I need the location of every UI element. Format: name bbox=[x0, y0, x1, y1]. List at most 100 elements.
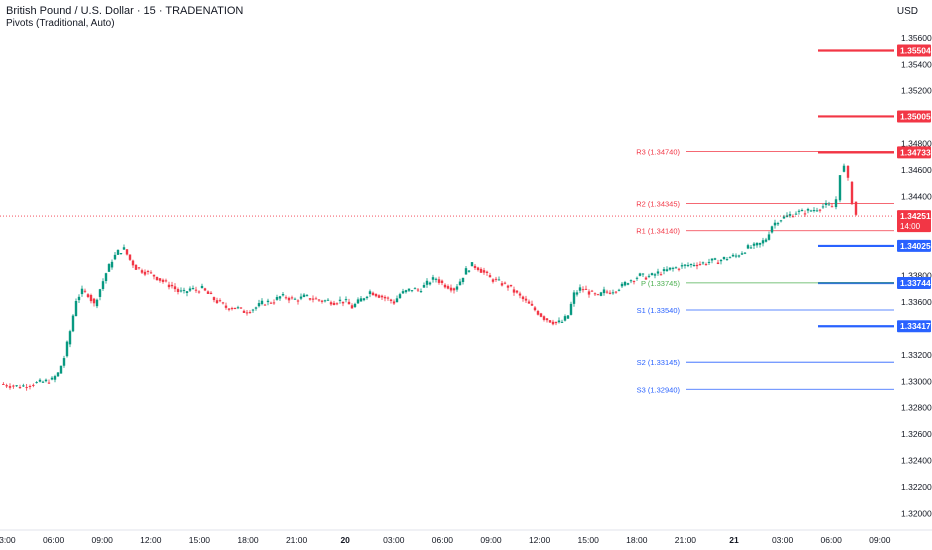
candle-body bbox=[770, 226, 774, 233]
price-label-text: 1.34025 bbox=[900, 241, 931, 251]
price-tick-label: 1.33800 bbox=[901, 271, 932, 281]
candle-body bbox=[179, 290, 183, 292]
candle-body bbox=[611, 292, 615, 294]
candle-body bbox=[35, 382, 38, 384]
candle-body bbox=[59, 365, 63, 374]
candle-body bbox=[359, 298, 363, 302]
candle-body bbox=[458, 281, 462, 286]
candle-body bbox=[167, 284, 171, 288]
pivot-label: S2 (1.33145) bbox=[637, 358, 681, 367]
candle-body bbox=[65, 341, 69, 357]
candle-body bbox=[838, 175, 842, 201]
candle-body bbox=[605, 291, 609, 293]
candle-body bbox=[344, 299, 348, 301]
candle-body bbox=[557, 320, 561, 323]
time-tick-label: 09:00 bbox=[480, 535, 502, 545]
candle-body bbox=[524, 298, 528, 301]
candle-body bbox=[401, 291, 405, 294]
candle-body bbox=[791, 216, 795, 218]
candle-body bbox=[248, 312, 252, 314]
candle-body bbox=[44, 379, 48, 382]
price-label-box bbox=[897, 320, 931, 333]
price-axis[interactable]: 1.35600 1.35400 1.35200 1.34800 1.34600 1.344… bbox=[894, 0, 932, 550]
candle-body bbox=[671, 267, 675, 269]
price-label-box bbox=[897, 210, 931, 233]
candle-body bbox=[245, 312, 249, 314]
candle-body bbox=[710, 258, 714, 261]
indicator-legend[interactable]: Pivots (Traditional, Auto) bbox=[6, 18, 115, 29]
candle-body bbox=[71, 315, 75, 332]
candle-body bbox=[563, 316, 567, 321]
candle-body bbox=[554, 321, 558, 324]
candle-body bbox=[28, 385, 32, 387]
candle-body bbox=[125, 249, 129, 255]
pivot-label: S3 (1.32940) bbox=[637, 385, 681, 394]
candle-body bbox=[362, 298, 366, 301]
candle-body bbox=[227, 308, 231, 310]
candle-body bbox=[371, 292, 375, 296]
currency-label[interactable]: USD bbox=[896, 6, 918, 17]
candle-body bbox=[254, 307, 258, 309]
candle-body bbox=[575, 292, 579, 295]
candle-body bbox=[15, 385, 18, 387]
candle-body bbox=[107, 264, 111, 272]
candle-body bbox=[761, 240, 765, 244]
candle-body bbox=[257, 303, 261, 307]
candle-body bbox=[335, 303, 339, 305]
candle-body bbox=[437, 279, 441, 283]
candle-body bbox=[2, 383, 5, 385]
candle-body bbox=[155, 276, 159, 281]
pivot-lines: R3 (1.34740) R2 (1.34345) R1 (1.34140) P (1… bbox=[636, 147, 894, 394]
candle-body bbox=[104, 273, 108, 282]
time-tick-label: 12:00 bbox=[529, 535, 551, 545]
time-axis[interactable]: 03:00 06:00 09:00 12:00 15:00 18:00 21:00 20 03:… bbox=[0, 529, 932, 550]
price-tick-label: 1.34600 bbox=[901, 165, 932, 175]
candle-body bbox=[203, 288, 207, 291]
price-label-box bbox=[897, 239, 931, 252]
candle-body bbox=[698, 264, 702, 266]
candle-body bbox=[449, 287, 453, 291]
candle-body bbox=[323, 300, 327, 302]
candle-body bbox=[68, 331, 72, 345]
candle-body bbox=[749, 247, 753, 249]
candle-body bbox=[386, 297, 390, 299]
symbol-title[interactable]: British Pound / U.S. Dollar · 15 · TRADE… bbox=[6, 5, 244, 17]
candle-body bbox=[278, 296, 282, 299]
candle-body bbox=[686, 265, 690, 267]
candle-body bbox=[722, 256, 726, 260]
candle-body bbox=[110, 261, 114, 268]
time-tick-label: 09:00 bbox=[869, 535, 891, 545]
candle-body bbox=[620, 283, 624, 287]
candle-body bbox=[440, 280, 444, 284]
candle-body bbox=[452, 288, 456, 291]
candle-body bbox=[545, 318, 549, 321]
time-tick-label: 03:00 bbox=[0, 535, 16, 545]
candle-body bbox=[368, 291, 372, 295]
candle-body bbox=[803, 213, 807, 215]
candle-body bbox=[320, 300, 324, 302]
candle-body bbox=[527, 301, 531, 304]
candle-body bbox=[347, 301, 351, 305]
price-label-text: 1.34251 bbox=[900, 211, 931, 221]
candle-body bbox=[353, 303, 357, 307]
price-label-text: 1.34733 bbox=[900, 147, 931, 157]
pivot-label: R3 (1.34740) bbox=[636, 147, 680, 156]
candle-body bbox=[92, 298, 96, 304]
candle-body bbox=[446, 286, 450, 289]
candle-body bbox=[299, 296, 303, 299]
price-tick-label: 1.32400 bbox=[901, 456, 932, 466]
candle-body bbox=[422, 285, 426, 288]
candle-body bbox=[662, 269, 666, 272]
candle-body bbox=[392, 301, 396, 304]
candle-body bbox=[413, 288, 417, 290]
candle-body bbox=[62, 358, 66, 366]
candle-body bbox=[269, 302, 273, 304]
candle-body bbox=[83, 290, 87, 292]
candle-body bbox=[221, 302, 225, 304]
level-lines bbox=[818, 49, 894, 328]
candle-body bbox=[503, 282, 507, 284]
candle-body bbox=[683, 264, 687, 266]
price-tick-label: 1.34800 bbox=[901, 139, 932, 149]
candle-body bbox=[806, 208, 810, 211]
